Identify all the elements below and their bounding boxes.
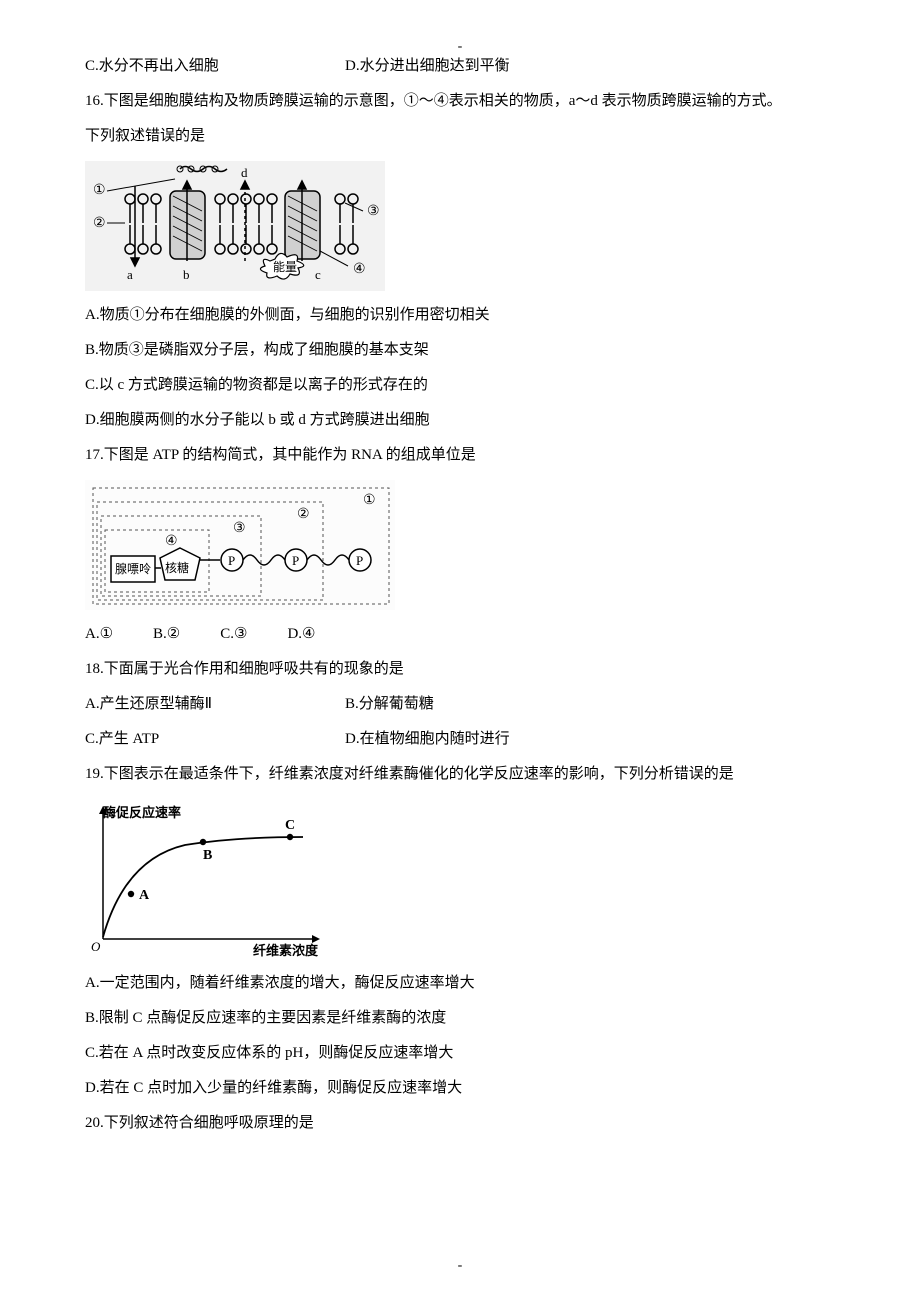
- q16-opt-a: A.物质①分布在细胞膜的外侧面，与细胞的识别作用密切相关: [85, 299, 835, 332]
- q19-opt-b: B.限制 C 点酶促反应速率的主要因素是纤维素酶的浓度: [85, 1002, 835, 1035]
- q17-opt-b: B.②: [153, 618, 180, 651]
- q19-figure: A B C 酶促反应速率 纤维素浓度 O: [85, 799, 335, 959]
- q19-opt-c: C.若在 A 点时改变反应体系的 pH，则酶促反应速率增大: [85, 1037, 835, 1070]
- q18-opt-b: B.分解葡萄糖: [345, 688, 434, 721]
- q16-opt-c: C.以 c 方式跨膜运输的物资都是以离子的形式存在的: [85, 369, 835, 402]
- q17-label-4: ④: [165, 534, 178, 549]
- q17-label-1: ①: [363, 493, 376, 508]
- p3-label: P: [356, 553, 363, 568]
- q19-opt-a: A.一定范围内，随着纤维素浓度的增大，酶促反应速率增大: [85, 967, 835, 1000]
- q19-pt-c: C: [285, 818, 295, 833]
- q16-opt-d: D.细胞膜两侧的水分子能以 b 或 d 方式跨膜进出细胞: [85, 404, 835, 437]
- q18-stem: 18.下面属于光合作用和细胞呼吸共有的现象的是: [85, 653, 835, 686]
- q19-stem: 19.下图表示在最适条件下，纤维素浓度对纤维素酶催化的化学反应速率的影响，下列分…: [85, 758, 835, 791]
- q19-xlabel: 纤维素浓度: [253, 943, 319, 958]
- q16-label-3: ③: [367, 204, 380, 219]
- q16-stem-2: 下列叙述错误的是: [85, 120, 835, 153]
- q16-label-2: ②: [93, 216, 106, 231]
- q19-ylabel: 酶促反应速率: [103, 805, 181, 820]
- adenine-label: 腺嘌呤: [115, 561, 151, 576]
- top-page-marker: -: [458, 32, 463, 63]
- q16-opt-b: B.物质③是磷脂双分子层，构成了细胞膜的基本支架: [85, 334, 835, 367]
- energy-label: 能量: [273, 260, 297, 274]
- q18-opt-a: A.产生还原型辅酶Ⅱ: [85, 688, 345, 721]
- q19-opt-d: D.若在 C 点时加入少量的纤维素酶，则酶促反应速率增大: [85, 1072, 835, 1105]
- p1-label: P: [228, 553, 235, 568]
- q18-options-ab: A.产生还原型辅酶Ⅱ B.分解葡萄糖: [85, 688, 835, 721]
- q17-opt-d: D.④: [287, 618, 315, 651]
- q16-label-4: ④: [353, 262, 366, 277]
- q17-options: A.① B.② C.③ D.④: [85, 618, 835, 651]
- q15-opt-c: C.水分不再出入细胞: [85, 50, 345, 83]
- q19-pt-b: B: [203, 848, 212, 863]
- q15-opt-d: D.水分进出细胞达到平衡: [345, 50, 510, 83]
- q16-label-c: c: [315, 267, 321, 282]
- bottom-page-marker: -: [458, 1251, 463, 1282]
- q16-label-a: a: [127, 267, 133, 282]
- q17-stem: 17.下图是 ATP 的结构简式，其中能作为 RNA 的组成单位是: [85, 439, 835, 472]
- q18-opt-d: D.在植物细胞内随时进行: [345, 723, 510, 756]
- p2-label: P: [292, 553, 299, 568]
- q17-label-2: ②: [297, 507, 310, 522]
- q16-label-d: d: [241, 165, 248, 180]
- q17-figure: 腺嘌呤 核糖 P P P ① ② ③ ④: [85, 480, 395, 610]
- q19-pt-a: A: [139, 888, 150, 903]
- q16-label-b: b: [183, 267, 190, 282]
- q18-opt-c: C.产生 ATP: [85, 723, 345, 756]
- q17-label-3: ③: [233, 521, 246, 536]
- q16-stem-1: 16.下图是细胞膜结构及物质跨膜运输的示意图，①～④表示相关的物质，a～d 表示…: [85, 85, 835, 118]
- q17-opt-a: A.①: [85, 618, 113, 651]
- q16-figure: 能量 ① ② ③ ④ a b c d: [85, 161, 385, 291]
- ribose-label: 核糖: [165, 560, 189, 575]
- q18-options-cd: C.产生 ATP D.在植物细胞内随时进行: [85, 723, 835, 756]
- q19-origin: O: [91, 939, 101, 954]
- q16-label-1: ①: [93, 183, 106, 198]
- q17-opt-c: C.③: [220, 618, 247, 651]
- q20-stem: 20.下列叙述符合细胞呼吸原理的是: [85, 1107, 835, 1140]
